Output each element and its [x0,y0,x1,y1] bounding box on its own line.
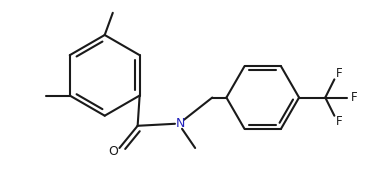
Text: N: N [176,117,185,130]
Text: F: F [336,115,343,128]
Text: O: O [108,144,118,157]
Text: F: F [336,67,343,80]
Text: F: F [351,91,358,104]
